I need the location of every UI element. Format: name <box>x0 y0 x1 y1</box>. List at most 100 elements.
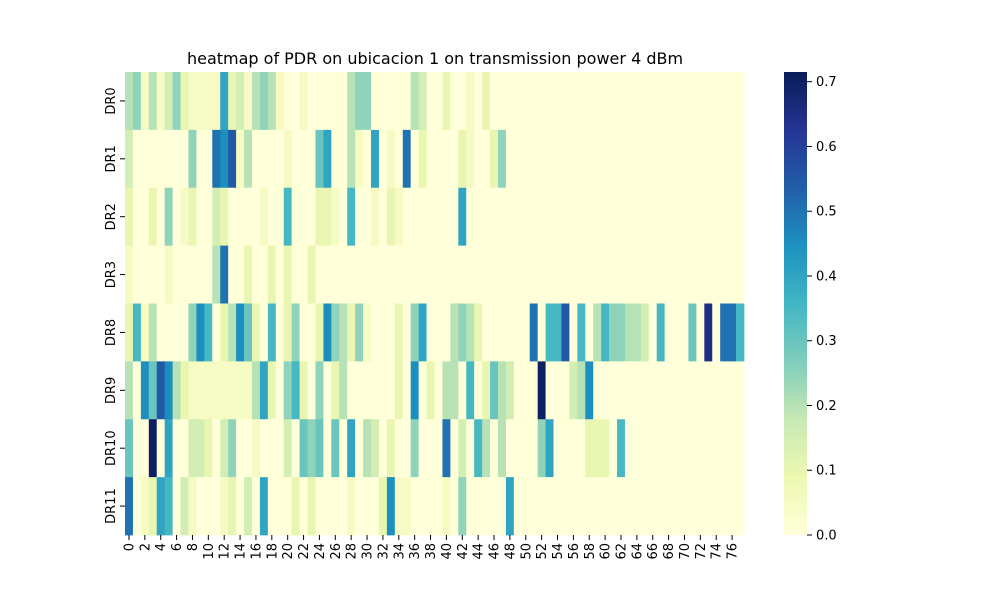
x-tick-label: 36 <box>408 543 423 560</box>
heatmap-cell <box>720 187 729 246</box>
heatmap-cell <box>529 361 539 420</box>
heatmap-cell <box>672 477 681 536</box>
heatmap-cell <box>180 245 189 304</box>
heatmap-cell <box>521 361 531 420</box>
heatmap-cell <box>450 72 459 131</box>
heatmap-cell <box>323 245 332 304</box>
heatmap-cell <box>688 245 697 304</box>
heatmap-cell <box>299 187 308 246</box>
heatmap-cell <box>236 361 245 420</box>
heatmap-cell <box>188 72 197 131</box>
heatmap-cell <box>640 129 650 189</box>
heatmap-cell <box>140 361 150 420</box>
heatmap-cell <box>450 129 459 189</box>
heatmap-cell <box>712 187 721 246</box>
heatmap-cell <box>140 303 150 362</box>
heatmap-cell <box>180 361 189 420</box>
heatmap-cell <box>696 419 705 478</box>
heatmap-cell <box>529 187 539 246</box>
heatmap-cell <box>204 361 213 420</box>
heatmap-cell <box>188 477 197 536</box>
colorbar-gradient <box>784 72 807 535</box>
heatmap-cell <box>640 187 650 246</box>
heatmap-cell <box>394 477 404 536</box>
heatmap-cell <box>736 129 745 189</box>
heatmap-cell <box>569 361 578 420</box>
heatmap-cell <box>442 361 451 420</box>
x-tick-label: 76 <box>726 543 741 560</box>
colorbar-tick-label: 0.1 <box>816 464 837 479</box>
heatmap-cell <box>140 129 150 189</box>
heatmap-cell <box>251 129 261 189</box>
x-tick-label: 46 <box>488 543 503 560</box>
heatmap-cell <box>561 361 570 420</box>
heatmap-cell <box>593 303 602 362</box>
heatmap-cell <box>418 245 427 304</box>
heatmap-cell <box>736 477 745 536</box>
heatmap-cell <box>720 361 729 420</box>
x-tick-label: 72 <box>694 543 709 560</box>
heatmap-cell <box>648 187 658 246</box>
heatmap-cell <box>410 72 419 131</box>
heatmap-cell <box>593 72 602 131</box>
heatmap-cell <box>442 303 451 362</box>
heatmap-cell <box>299 129 308 189</box>
heatmap-cell <box>307 303 316 362</box>
heatmap-cell <box>490 187 499 246</box>
heatmap-cell <box>132 187 142 246</box>
heatmap-cell <box>497 419 507 478</box>
heatmap-cell <box>450 419 459 478</box>
heatmap-cell <box>513 72 523 131</box>
heatmap-cell <box>521 129 531 189</box>
heatmap-cell <box>474 303 483 362</box>
heatmap-cell <box>466 72 475 131</box>
y-tick-label: DR11 <box>104 488 119 524</box>
heatmap-cell <box>426 187 435 246</box>
heatmap-cell <box>164 72 173 131</box>
heatmap-cell <box>569 303 578 362</box>
x-tick-label: 64 <box>630 543 645 560</box>
heatmap-cell <box>394 129 404 189</box>
heatmap-cell <box>267 419 277 478</box>
heatmap-cell <box>386 129 396 189</box>
heatmap-cell <box>728 419 737 478</box>
heatmap-cell <box>458 72 467 131</box>
heatmap-cell <box>664 72 673 131</box>
heatmap-cell <box>236 245 245 304</box>
x-tick-label: 16 <box>249 543 264 560</box>
heatmap-cell <box>307 245 316 304</box>
heatmap-cell <box>172 245 181 304</box>
heatmap-cell <box>386 187 396 246</box>
heatmap-cell <box>307 72 316 131</box>
heatmap-cell <box>632 187 642 246</box>
heatmap-cell <box>148 419 158 478</box>
heatmap-cell <box>331 303 340 362</box>
heatmap-cell <box>148 245 158 304</box>
heatmap-cell <box>331 361 340 420</box>
heatmap-cell <box>537 72 546 131</box>
heatmap-cell <box>347 419 356 478</box>
heatmap-cell <box>569 477 578 536</box>
heatmap-cell <box>672 419 681 478</box>
x-tick-label: 38 <box>424 543 439 560</box>
heatmap-cell <box>553 245 562 304</box>
heatmap-cell <box>220 477 229 536</box>
heatmap-cell <box>609 72 618 131</box>
heatmap-cell <box>164 419 173 478</box>
heatmap-cell <box>593 419 602 478</box>
heatmap-cell <box>521 419 531 478</box>
heatmap-cell <box>323 477 332 536</box>
heatmap-cell <box>323 361 332 420</box>
heatmap-cell <box>132 129 142 189</box>
heatmap-cell <box>593 129 602 189</box>
heatmap-cell <box>466 361 475 420</box>
heatmap-cell <box>609 361 618 420</box>
heatmap-cell <box>212 361 221 420</box>
heatmap-cell <box>140 187 150 246</box>
heatmap-cell <box>553 361 562 420</box>
heatmap-cell <box>624 187 634 246</box>
heatmap-cell <box>704 303 713 362</box>
heatmap-cell <box>125 477 134 536</box>
heatmap-cell <box>394 72 404 131</box>
heatmap-cell <box>474 187 483 246</box>
